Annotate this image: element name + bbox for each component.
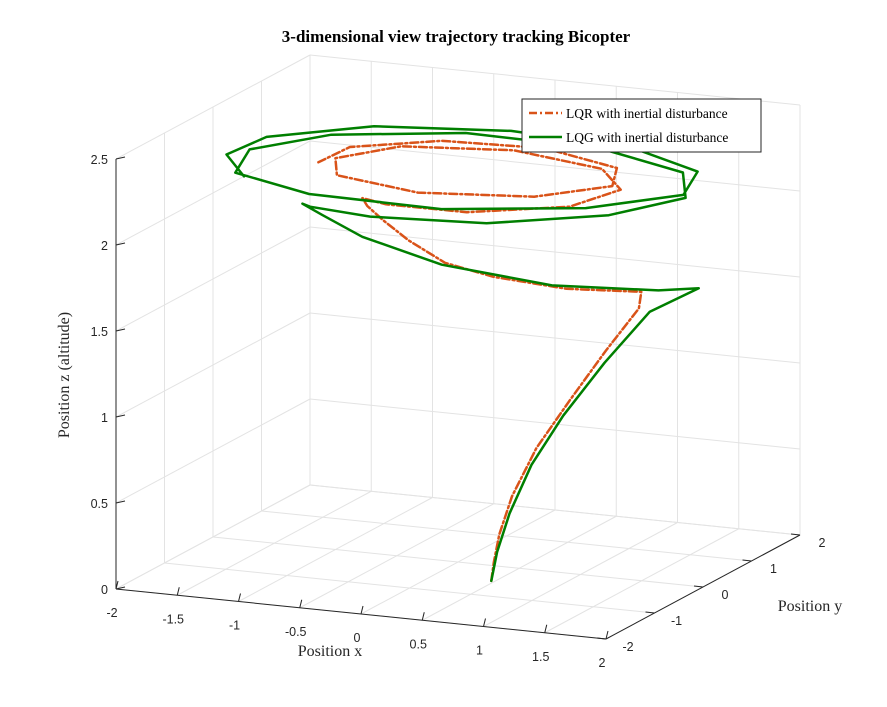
grid-line-side-z xyxy=(115,398,311,504)
x-tick-label: 1 xyxy=(476,644,483,658)
grid-line-back-z xyxy=(309,226,801,278)
x-tick-label: -1 xyxy=(229,619,240,633)
z-tick-label: 2 xyxy=(101,239,108,253)
y-tick-label: 2 xyxy=(819,536,826,550)
z-tick-label: 2.5 xyxy=(91,153,108,167)
axes xyxy=(115,156,801,640)
y-tick-label: 0 xyxy=(722,588,729,602)
x-axis-label: Position x xyxy=(298,643,362,660)
z-tick-label: 0 xyxy=(101,583,108,597)
z-tick-label: 1 xyxy=(101,411,108,425)
grid-line-floor-y xyxy=(212,536,704,588)
z-tick-mark xyxy=(115,414,126,418)
tick-labels: -2 -1.5 -1 -0.5 0 0.5 1 1.5 2 -2 -1 0 1 2 0 0.5 1 1.5 2 2.5 xyxy=(91,153,826,670)
y-tick-mark xyxy=(693,585,704,588)
x-tick-mark xyxy=(176,587,180,596)
x-tick-mark xyxy=(360,605,364,615)
grid-line-floor-y xyxy=(261,510,752,562)
z-tick-mark xyxy=(115,156,126,160)
grid-line-back-z xyxy=(309,484,801,536)
y-tick-label: -1 xyxy=(671,614,682,628)
z-axis-label: Position z (altitude) xyxy=(56,312,73,438)
grid-line-back-z xyxy=(309,398,801,450)
y-tick-mark xyxy=(596,637,607,640)
grid-line-back-z xyxy=(309,140,801,192)
legend-label-lqr: LQR with inertial disturbance xyxy=(566,106,728,121)
z-tick-label: 1.5 xyxy=(91,325,108,339)
grid-line-side-z xyxy=(115,140,311,246)
x-tick-label: 0 xyxy=(354,631,361,645)
x-tick-label: 1.5 xyxy=(532,650,549,664)
x-tick-mark xyxy=(605,630,609,640)
grid-line-side-z xyxy=(115,312,311,418)
z-tick-mark xyxy=(115,586,126,590)
x-tick-label: 0.5 xyxy=(410,637,427,651)
grid-line-side-z xyxy=(115,484,311,590)
y-tick-label: -2 xyxy=(622,640,633,654)
x-tick-mark xyxy=(115,580,119,590)
grid-line-back-z xyxy=(309,312,801,364)
grid-lines xyxy=(115,54,801,640)
y-tick-mark xyxy=(742,559,752,562)
x-tick-mark xyxy=(421,612,425,621)
series-line-lqg xyxy=(225,124,700,583)
z-tick-mark xyxy=(115,500,126,504)
grid-line-side-z xyxy=(115,54,311,160)
y-tick-mark xyxy=(790,533,801,536)
chart-title: 3-dimensional view trajectory tracking B… xyxy=(282,27,631,46)
x-tick-mark xyxy=(483,618,486,627)
grid-line-floor-y xyxy=(164,562,655,614)
data-series xyxy=(225,124,700,583)
legend-label-lqg: LQG with inertial disturbance xyxy=(566,130,728,145)
x-tick-mark xyxy=(544,624,548,633)
x-tick-label: -1.5 xyxy=(162,612,184,626)
x-tick-mark xyxy=(238,593,241,602)
z-tick-label: 0.5 xyxy=(91,497,108,511)
y-tick-label: 1 xyxy=(770,562,777,576)
legend: LQR with inertial disturbance LQG with i… xyxy=(521,98,762,153)
x-tick-label: -2 xyxy=(106,606,117,620)
y-tick-mark xyxy=(645,611,655,614)
x-tick-label: 2 xyxy=(599,656,606,670)
x-tick-mark xyxy=(299,599,303,608)
y-axis-label: Position y xyxy=(778,598,842,615)
series-line-lqr xyxy=(317,139,643,583)
grid-line-side-z xyxy=(115,226,311,332)
grid-line-back-z xyxy=(309,54,801,106)
z-tick-mark xyxy=(115,242,126,246)
x-tick-label: -0.5 xyxy=(285,625,307,639)
z-tick-mark xyxy=(115,328,126,332)
legend-box xyxy=(521,98,762,153)
